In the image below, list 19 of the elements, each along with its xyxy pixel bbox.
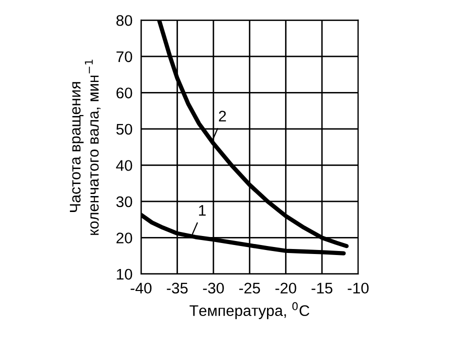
y-tick-label: 40: [116, 160, 132, 171]
x-tick-label: -10: [348, 282, 369, 294]
y-tick-label: 50: [116, 124, 132, 135]
annotation: 2: [218, 110, 226, 122]
x-tick-label: -15: [312, 282, 332, 294]
y-tick-label: 10: [116, 268, 132, 280]
x-tick-label: -35: [166, 282, 188, 294]
y-tick-label: 20: [116, 232, 132, 244]
y-tick-label: 60: [116, 88, 132, 98]
y-tick-label: 70: [116, 51, 132, 62]
x-tick-label: -40: [130, 282, 152, 294]
y-axis-title: Частота вращения коленчатого вала, мин$^{−1}$: [70, 60, 101, 235]
y-tick-label: 30: [116, 196, 132, 208]
x-tick-label: -30: [203, 282, 224, 294]
x-axis-title: Температура, $^{0}$C: [190, 302, 310, 320]
annotation: 1: [199, 205, 206, 216]
y-tick-label: 80: [116, 15, 132, 26]
x-tick-label: -25: [239, 282, 260, 294]
x-tick-label: -20: [275, 282, 296, 294]
